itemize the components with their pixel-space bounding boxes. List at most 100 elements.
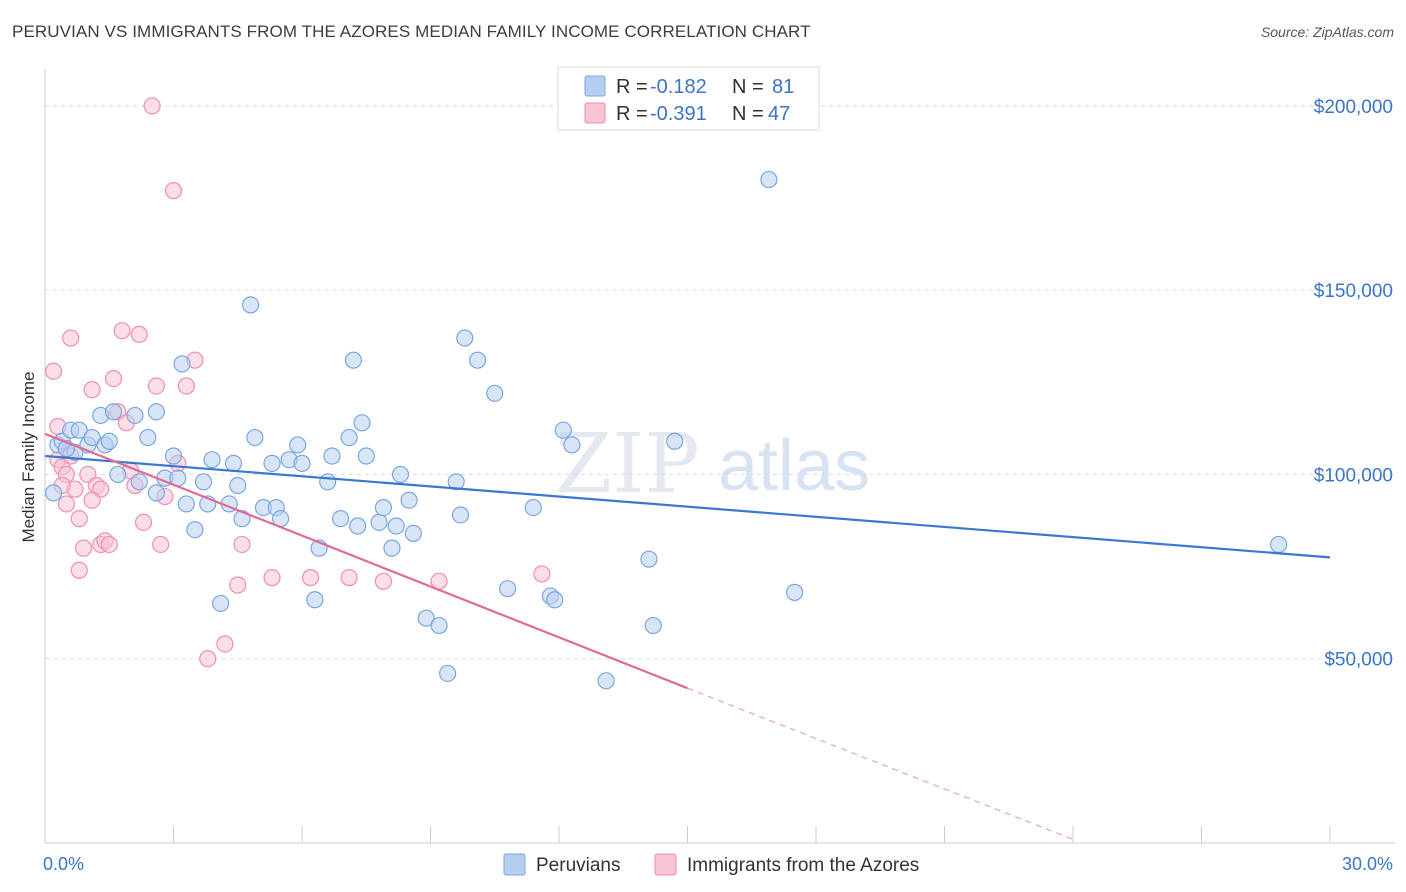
legend-box: R = -0.182 N = 81 R = -0.391 N = 47 — [557, 66, 820, 131]
peruvians-point — [357, 447, 375, 465]
azores-point — [113, 322, 131, 340]
y-axis-title: Median Family Income — [19, 371, 38, 542]
bottom-legend-peruvians: Peruvians — [536, 855, 621, 876]
peruvians-point — [44, 484, 63, 502]
peruvians-point — [640, 550, 658, 568]
peruvians-point — [456, 329, 474, 347]
peruvians-point — [340, 428, 358, 447]
legend-n-label-1: N = — [732, 76, 764, 98]
peruvians-point — [353, 414, 371, 432]
y-tick-label: $150,000 — [1314, 281, 1393, 302]
peruvians-point — [387, 517, 405, 535]
peruvians-point — [224, 454, 243, 472]
azores-point — [374, 572, 392, 590]
series-peruvians-points — [44, 97, 1288, 690]
azores-point — [177, 377, 195, 395]
bottom-legend-swatch-azores — [654, 853, 677, 876]
azores-point — [83, 491, 101, 509]
peruvians-point — [597, 672, 615, 690]
peruvians-point — [331, 510, 350, 528]
peruvians-point — [306, 591, 324, 609]
peruvians-point — [70, 421, 88, 439]
y-tick-label: $100,000 — [1314, 465, 1393, 486]
peruvians-point — [391, 465, 410, 484]
peruvians-point — [666, 432, 684, 450]
y-tick-label: $200,000 — [1314, 97, 1393, 118]
azores-trend-line — [44, 432, 688, 690]
bottom-legend-azores: Immigrants from the Azores — [687, 855, 919, 876]
peruvians-point — [233, 510, 251, 528]
azores-point — [216, 635, 234, 653]
peruvians-point — [469, 351, 487, 369]
y-tick-labels: $50,000 $100,000 $150,000 $200,000 — [1314, 97, 1393, 671]
peruvians-point — [644, 616, 662, 635]
legend-r-label-2: R = — [616, 103, 648, 125]
peruvians-point — [186, 521, 204, 539]
peruvians-point — [203, 451, 221, 469]
peruvians-point — [349, 517, 367, 535]
peruvians-point — [546, 591, 564, 609]
peruvians-point — [147, 403, 165, 421]
peruvians-point — [289, 436, 307, 454]
peruvians-point — [147, 484, 165, 502]
peruvians-point — [404, 524, 422, 543]
azores-point — [100, 535, 118, 554]
x-tick-labels: 0.0% 30.0% — [43, 854, 1393, 874]
bottom-legend-swatch-peruvians — [503, 853, 526, 876]
x-tick-label-max: 30.0% — [1342, 854, 1393, 874]
azores-point — [70, 510, 88, 528]
peruvians-point — [447, 473, 465, 491]
x-tick-label-min: 0.0% — [43, 854, 84, 874]
legend-n-value-1: 81 — [772, 76, 794, 98]
peruvians-point — [524, 499, 542, 517]
azores-point — [57, 495, 76, 513]
peruvians-point — [242, 296, 260, 314]
azores-point — [134, 513, 153, 531]
peruvians-point — [563, 436, 581, 454]
azores-point — [199, 650, 217, 668]
peruvians-point — [486, 384, 504, 402]
peruvians-point — [439, 664, 457, 683]
legend-n-label-2: N = — [732, 103, 764, 125]
peruvians-point — [293, 454, 311, 472]
azores-point — [147, 377, 165, 395]
azores-point — [533, 565, 551, 583]
peruvians-point — [323, 447, 341, 465]
legend-r-value-1: -0.182 — [650, 76, 707, 98]
peruvians-point — [173, 355, 191, 373]
peruvians-point — [374, 499, 392, 517]
peruvians-point — [229, 476, 247, 495]
peruvians-point — [246, 428, 264, 447]
peruvians-point — [100, 432, 118, 450]
peruvians-point — [785, 583, 804, 601]
peruvians-trend-line — [44, 454, 1331, 559]
legend-r-label-1: R = — [616, 76, 648, 98]
peruvians-point — [451, 506, 470, 524]
azores-point — [74, 539, 93, 557]
azores-point — [263, 569, 281, 587]
peruvians-point — [499, 580, 517, 598]
azores-point — [130, 325, 148, 343]
peruvians-point — [370, 513, 388, 531]
peruvians-point — [1269, 535, 1288, 554]
series-azores-points — [44, 97, 551, 668]
azores-point — [164, 182, 183, 200]
peruvians-point — [126, 406, 144, 425]
legend-swatch-peruvians — [584, 75, 606, 97]
azores-point — [70, 561, 88, 579]
bottom-legend: Peruvians Immigrants from the Azores — [503, 853, 919, 876]
azores-point — [83, 381, 101, 399]
peruvians-point — [383, 539, 401, 557]
peruvians-point — [83, 428, 101, 447]
peruvians-point — [104, 403, 123, 421]
peruvians-point — [319, 473, 337, 491]
azores-point — [62, 329, 80, 347]
peruvians-point — [212, 594, 230, 613]
peruvians-point — [109, 465, 127, 484]
watermark: ZIP atlas — [555, 417, 870, 512]
source-label: Source: ZipAtlas.com — [1260, 24, 1394, 40]
peruvians-point — [344, 351, 362, 369]
azores-point — [340, 569, 358, 587]
azores-point — [233, 535, 251, 554]
